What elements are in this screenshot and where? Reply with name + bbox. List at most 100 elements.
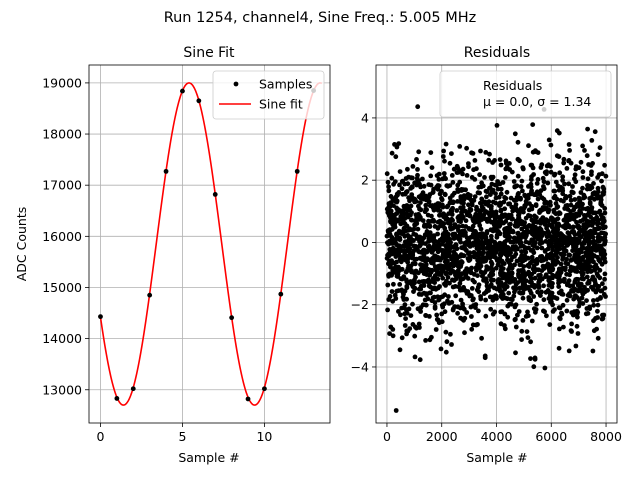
residual-point [434,317,440,322]
residual-point [569,329,574,334]
residual-point [591,259,596,265]
residual-point [504,284,510,290]
residual-point [439,319,445,325]
residual-point [469,200,475,206]
residual-point [423,313,428,318]
residual-point [514,258,520,264]
residual-point [418,207,424,213]
residual-point [546,275,552,281]
residual-point [545,209,551,215]
residual-point [412,354,418,360]
residual-point [470,223,476,229]
x-tick-label: 0 [96,429,104,444]
residual-point [584,274,590,280]
residual-point [442,158,447,164]
residual-point [502,175,508,180]
residual-point [546,283,552,288]
residual-point [531,269,537,275]
residual-point [404,189,410,194]
residual-point [533,192,539,198]
residual-point [438,212,444,218]
residual-point [593,242,598,248]
residual-point [494,182,499,188]
residual-point [599,230,604,236]
residual-point [493,265,499,271]
residual-point [572,241,578,246]
residual-point [393,154,399,160]
residual-point [489,261,495,267]
residual-point [516,268,521,273]
residual-point [423,202,429,208]
residual-point [570,248,575,254]
residual-point [393,296,399,301]
residual-point [415,226,421,232]
residual-point [482,355,488,361]
residual-point [420,176,425,182]
residual-point [551,188,557,194]
residual-point [448,226,454,232]
residual-point [502,233,508,239]
residual-point [439,188,444,194]
residual-point [426,277,431,283]
residual-point [522,245,528,251]
residual-point [528,356,533,361]
residual-point [561,160,567,166]
residual-point [575,331,581,336]
residual-point [552,307,557,312]
residual-point [512,304,518,310]
residual-point [564,308,570,314]
sample-point [130,386,136,392]
residual-point [557,315,563,321]
residual-point [484,283,490,289]
residual-point [595,175,600,180]
residual-point [525,335,531,340]
residual-point [498,191,504,197]
residual-point [530,122,536,127]
residual-point [494,293,499,299]
residual-point [524,228,530,234]
residual-point [476,282,482,288]
residual-point [600,216,606,222]
residual-point [422,258,428,264]
residual-point [600,312,605,318]
residual-point [516,215,521,221]
residual-point [466,202,471,208]
residuals-xlabel: Sample # [466,450,527,465]
residual-point [464,173,470,178]
residual-point [526,207,532,213]
residual-point [539,289,544,295]
residual-point [491,285,497,291]
residual-point [584,218,590,224]
residual-point [485,287,490,293]
y-tick-label: 18000 [42,127,82,142]
legend-samples-marker [233,81,239,87]
residual-point [463,224,469,229]
residual-point [387,233,393,238]
residual-point [525,313,531,319]
residual-point [564,256,569,262]
residual-point [564,166,570,171]
residual-point [549,299,554,305]
residual-point [408,203,414,209]
residual-point [497,231,503,237]
residual-point [429,165,435,171]
residual-point [442,214,448,220]
residual-point [426,238,432,244]
residual-point [394,288,400,294]
residual-point [431,207,437,213]
residual-point [590,191,596,197]
residual-point [582,213,587,218]
residual-point [494,234,500,240]
residual-point [512,223,518,228]
residual-point [597,237,603,243]
residual-point [416,248,421,254]
residual-point [459,211,464,217]
residual-point [478,184,484,190]
residual-point [494,123,500,128]
residual-point [435,186,441,192]
residual-point [572,197,578,202]
residual-point [515,209,521,214]
residual-point [589,284,594,290]
residual-point [458,205,463,211]
residual-point [602,162,607,168]
